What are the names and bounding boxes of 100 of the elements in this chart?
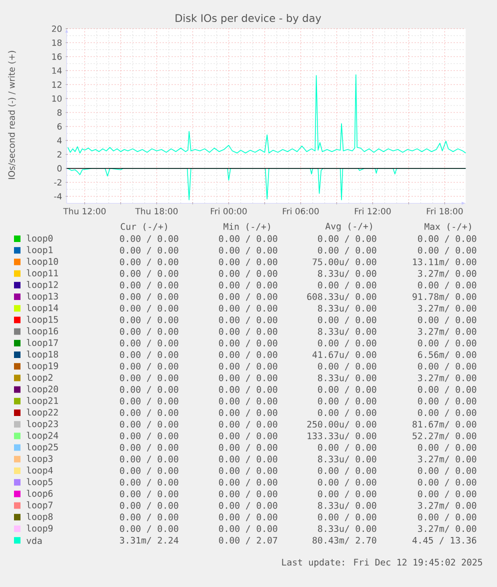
legend-label: loop10 [26,258,58,267]
legend-label: loop13 [26,292,58,302]
text: 8.33u/ 0.00 [318,304,376,312]
y-tick-label: 6 [57,123,62,130]
legend-label: vda [26,537,42,544]
text: Cur (-/+) [120,222,167,231]
legend-label: loop8 [26,513,53,522]
text: 0.00 / 0.00 [120,444,178,452]
text: 4.45 / 13.36 [412,536,476,544]
y-axis-title: IOs/second read (-) / write (+) [8,50,16,179]
text: 0.00 / 0.00 [418,246,476,254]
text: 8.33u/ 0.00 [318,374,376,382]
legend-label: loop23 [26,420,58,429]
text: 0.00 / 0.00 [418,398,476,406]
text: 3.27m/ 0.00 [418,328,476,336]
text: 0.00 / 0.00 [318,467,376,475]
text: 0.00 / 0.00 [120,525,178,533]
y-tick-label: 8 [57,109,62,116]
text: 0.00 / 2.07 [219,536,278,544]
text: 0.00 / 0.00 [418,409,476,417]
text: 0.00 / 0.00 [219,246,278,254]
text: Last update: Fri Dec 12 19:45:02 2025 [282,558,482,568]
text: 0.00 / 0.00 [418,386,476,394]
legend-label: loop2 [26,374,52,383]
text: 0.00 / 0.00 [219,525,278,533]
text: 41.67u/ 0.00 [312,351,376,359]
legend-label: loop9 [26,524,53,534]
text: 0.00 / 0.00 [219,270,278,278]
legend-label: loop22 [26,408,58,418]
text: 0.00 / 0.00 [219,316,278,324]
text: 0.00 / 0.00 [120,293,178,301]
legend-label: loop6 [26,490,53,499]
text: Min (-/+) [224,222,270,231]
text: 8.33u/ 0.00 [318,502,376,510]
text: 0.00 / 0.00 [318,490,376,498]
legend-label: loop17 [26,339,58,348]
text: 0.00 / 0.00 [318,282,376,290]
text: 0.00 / 0.00 [418,362,476,370]
text: 0.00 / 0.00 [120,235,178,243]
x-tick-label: Fri 12:00 [354,208,391,214]
text: 0.00 / 0.00 [120,340,178,348]
legend-label: loop7 [26,501,53,510]
legend-label: loop12 [26,281,58,290]
text: 0.00 / 0.00 [120,398,178,406]
text: 0.00 / 0.00 [120,258,178,266]
text: 6.56m/ 0.00 [418,351,476,359]
text: Avg (-/+) [325,222,372,232]
text: 0.00 / 0.00 [120,432,178,440]
text: 0.00 / 0.00 [418,490,476,498]
text: 0.00 / 0.00 [418,444,476,452]
text: 0.00 / 0.00 [120,514,178,522]
text: 0.00 / 0.00 [418,282,476,290]
text: 0.00 / 0.00 [120,490,178,498]
y-tick-label: 4 [57,137,62,144]
text: 0.00 / 0.00 [418,478,476,486]
text: 0.00 / 0.00 [219,374,278,382]
legend-label: loop11 [26,269,58,278]
legend-label: loop3 [26,455,53,464]
text: 0.00 / 0.00 [418,316,476,324]
legend-label: loop5 [26,478,52,487]
text: 0.00 / 0.00 [219,362,278,370]
text: 0.00 / 0.00 [120,409,178,417]
y-tick-label: 0 [57,165,62,172]
text: 81.67m/ 0.00 [412,420,476,428]
legend-label: loop20 [26,385,58,394]
y-tick-label: 14 [52,68,62,74]
text: 8.33u/ 0.00 [318,456,376,464]
text: 0.00 / 0.00 [120,304,178,312]
text: 0.00 / 0.00 [219,386,278,394]
y-tick-label: 2 [57,151,62,158]
x-tick-label: Thu 12:00 [63,208,106,214]
text: 0.00 / 0.00 [318,235,376,243]
text: 0.00 / 0.00 [120,456,178,464]
text: 0.00 / 0.00 [219,467,278,475]
text: 75.00u/ 0.00 [312,258,376,266]
text: 52.27m/ 0.00 [412,432,476,440]
text: Max (-/+) [424,222,471,231]
text: 0.00 / 0.00 [418,235,476,243]
text: 0.00 / 0.00 [318,362,376,370]
text: 0.00 / 0.00 [120,351,178,359]
text: 0.00 / 0.00 [120,328,178,336]
text: 0.00 / 0.00 [219,478,278,486]
text: 0.00 / 0.00 [418,514,476,522]
text: 0.00 / 0.00 [219,432,278,440]
text: 0.00 / 0.00 [318,514,376,522]
text: 3.27m/ 0.00 [418,304,476,312]
text: 0.00 / 0.00 [219,304,278,312]
text: 3.27m/ 0.00 [418,270,476,278]
text: 0.00 / 0.00 [418,340,476,348]
text: 0.00 / 0.00 [219,420,278,428]
text: 0.00 / 0.00 [318,444,376,452]
text: 0.00 / 0.00 [120,374,178,382]
text: 0.00 / 0.00 [120,386,178,394]
text: 608.33u/ 0.00 [307,293,376,301]
text: 0.00 / 0.00 [219,502,278,510]
x-tick-label: Fri 18:00 [426,208,463,214]
x-tick-label: Fri 00:00 [210,208,247,214]
text: 3.27m/ 0.00 [418,502,476,510]
text: 0.00 / 0.00 [120,270,178,278]
text: 13.11m/ 0.00 [413,258,476,266]
